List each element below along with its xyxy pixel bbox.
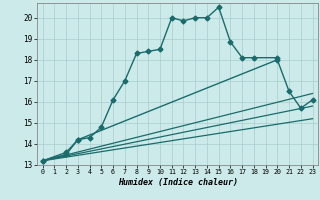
X-axis label: Humidex (Indice chaleur): Humidex (Indice chaleur) <box>118 178 237 187</box>
